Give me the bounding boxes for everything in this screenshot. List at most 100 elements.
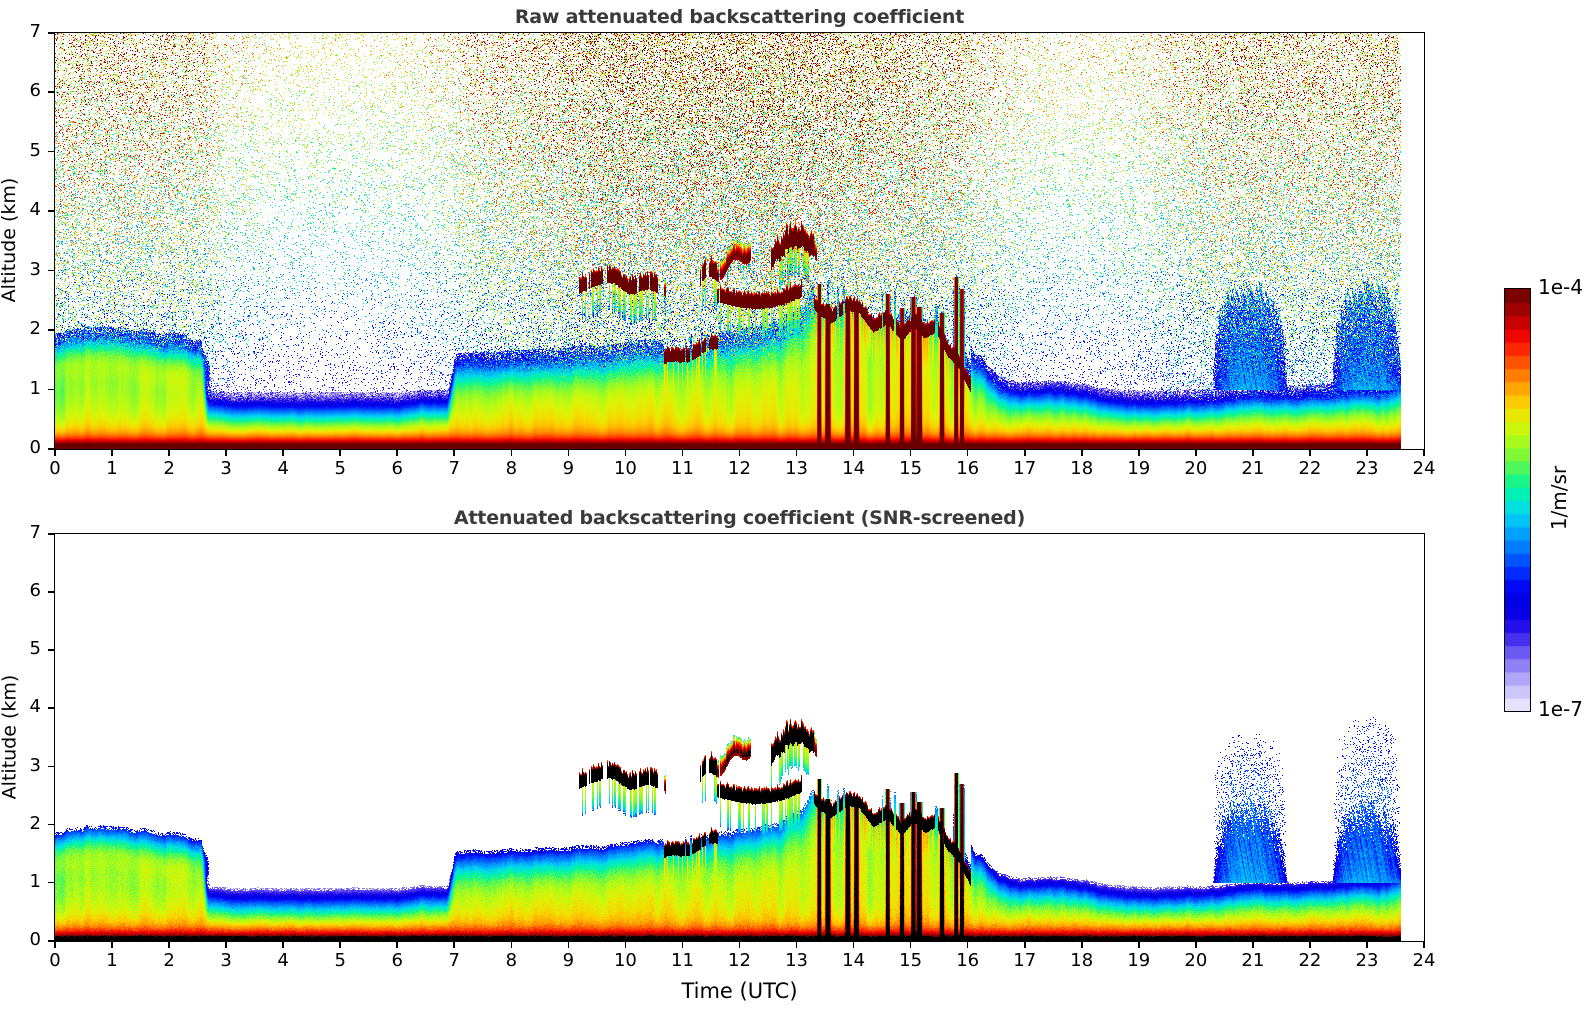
x-tick-mark (339, 449, 341, 456)
y-tick-label: 7 (29, 522, 41, 543)
x-tick-label: 20 (1184, 950, 1208, 971)
x-tick-mark (1252, 941, 1254, 948)
x-tick-label: 12 (728, 458, 751, 479)
x-tick-mark (852, 449, 855, 456)
x-tick-mark (1195, 449, 1197, 456)
x-tick-mark (624, 941, 627, 948)
x-tick-mark (681, 941, 684, 948)
x-tick-label: 22 (1298, 458, 1322, 479)
panel-screened-xlabel: Time (UTC) (681, 979, 798, 1003)
x-tick-mark (510, 449, 513, 456)
colorbar-unit-label: 1/m/sr (1547, 465, 1571, 531)
panel-screened-title: Attenuated backscattering coefficient (S… (453, 507, 1026, 529)
y-tick-mark (48, 91, 55, 94)
y-tick-mark (48, 533, 55, 535)
x-tick-label: 11 (671, 458, 694, 479)
y-tick-mark (48, 940, 55, 942)
y-tick-label: 3 (29, 754, 41, 776)
x-tick-label: 3 (220, 458, 232, 479)
x-tick-mark (966, 941, 969, 948)
x-tick-mark (282, 449, 284, 456)
x-tick-label: 15 (899, 458, 923, 479)
x-tick-mark (909, 941, 912, 948)
x-tick-label: 4 (277, 458, 289, 479)
x-tick-label: 15 (899, 950, 923, 971)
x-tick-label: 10 (613, 458, 637, 479)
x-tick-label: 23 (1355, 458, 1379, 479)
x-tick-label: 2 (163, 950, 175, 971)
x-tick-mark (396, 941, 399, 948)
x-tick-label: 18 (1070, 458, 1094, 479)
colorbar-max-label: 1e-4 (1538, 275, 1583, 299)
x-tick-label: 6 (391, 458, 403, 479)
x-tick-label: 24 (1412, 458, 1436, 479)
x-tick-mark (168, 941, 170, 948)
x-tick-mark (966, 449, 969, 456)
x-tick-mark (1366, 449, 1368, 456)
x-tick-mark (225, 941, 227, 948)
y-tick-mark (48, 32, 55, 34)
x-tick-mark (396, 449, 399, 456)
y-tick-mark (48, 765, 55, 768)
x-tick-label: 5 (334, 950, 346, 971)
y-tick-mark (48, 707, 55, 710)
y-tick-mark (48, 150, 55, 153)
x-tick-label: 14 (842, 458, 866, 479)
x-tick-label: 7 (448, 950, 460, 971)
x-tick-mark (111, 941, 113, 948)
x-tick-mark (1023, 941, 1026, 948)
colorbar-gradient (1504, 288, 1531, 712)
x-tick-label: 1 (106, 950, 118, 971)
y-tick-mark (48, 591, 55, 593)
y-tick-label: 5 (29, 638, 41, 660)
y-tick-label: 7 (29, 21, 41, 42)
x-tick-label: 23 (1355, 950, 1379, 971)
y-tick-mark (48, 448, 55, 450)
x-tick-label: 9 (562, 950, 575, 971)
x-tick-mark (339, 941, 341, 948)
x-tick-label: 9 (562, 458, 575, 479)
y-tick-label: 6 (29, 80, 41, 102)
x-tick-mark (168, 449, 170, 456)
y-tick-mark (48, 329, 55, 331)
x-tick-label: 16 (956, 950, 980, 971)
x-tick-mark (282, 941, 284, 948)
x-tick-label: 8 (505, 458, 518, 479)
x-tick-label: 21 (1241, 950, 1265, 971)
x-tick-label: 24 (1412, 950, 1436, 971)
x-tick-label: 20 (1184, 458, 1208, 479)
x-tick-label: 10 (613, 950, 637, 971)
x-tick-label: 16 (956, 458, 980, 479)
x-tick-label: 22 (1298, 950, 1322, 971)
x-tick-label: 17 (1013, 950, 1037, 971)
x-tick-mark (1137, 941, 1140, 948)
panel-raw-heatmap (55, 33, 1424, 449)
x-tick-mark (1080, 449, 1083, 456)
y-tick-label: 4 (29, 696, 41, 718)
x-tick-label: 12 (728, 950, 751, 971)
x-tick-mark (624, 449, 627, 456)
y-tick-label: 2 (29, 318, 41, 340)
y-tick-mark (48, 881, 55, 884)
x-tick-label: 0 (49, 950, 61, 971)
x-tick-mark (510, 941, 513, 948)
x-tick-mark (54, 941, 56, 948)
x-tick-mark (1252, 449, 1254, 456)
y-tick-label: 5 (29, 139, 41, 161)
x-tick-mark (909, 449, 912, 456)
x-tick-mark (1080, 941, 1083, 948)
x-tick-label: 13 (785, 950, 808, 971)
x-tick-label: 0 (49, 458, 61, 479)
y-tick-label: 0 (29, 437, 41, 458)
x-tick-label: 8 (505, 950, 518, 971)
y-tick-label: 1 (29, 870, 41, 892)
y-tick-label: 6 (29, 580, 41, 602)
panel-raw-title: Raw attenuated backscattering coefficien… (514, 6, 965, 28)
x-tick-mark (453, 941, 456, 948)
y-tick-label: 1 (29, 377, 41, 399)
y-tick-label: 4 (29, 199, 41, 221)
colorbar-min-label: 1e-7 (1538, 697, 1583, 721)
x-tick-mark (567, 941, 570, 948)
x-tick-mark (1423, 449, 1425, 456)
x-tick-mark (1366, 941, 1368, 948)
